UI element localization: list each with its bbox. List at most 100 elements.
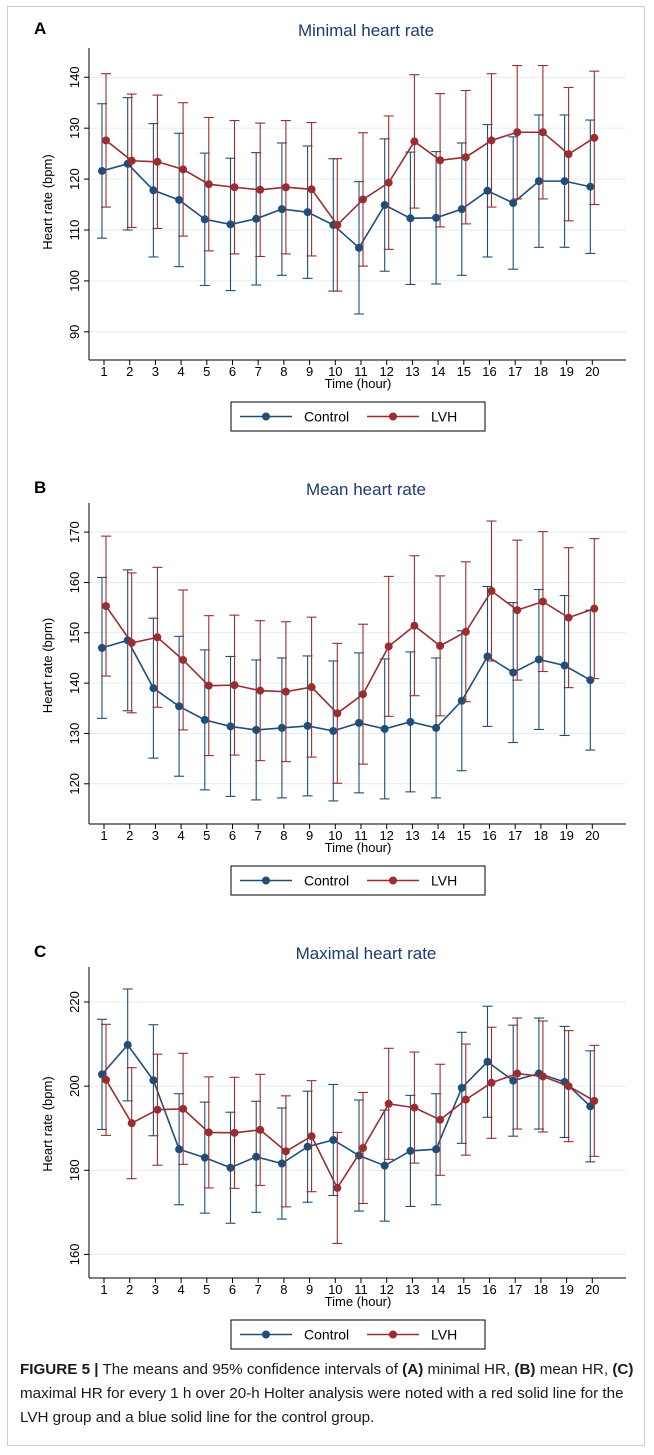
data-point [153, 157, 162, 166]
caption-text-1: The means and 95% confidence intervals o… [98, 1361, 403, 1378]
x-tick-label: 6 [229, 828, 236, 843]
data-point [329, 1135, 338, 1144]
data-point [538, 597, 547, 606]
data-point [175, 702, 184, 711]
data-point [432, 213, 441, 222]
data-point [384, 642, 393, 651]
x-tick-label: 15 [457, 1282, 471, 1297]
y-tick-label: 170 [67, 521, 82, 543]
legend-marker [389, 1330, 397, 1339]
x-tick-label: 10 [328, 828, 342, 843]
series-lvh [101, 520, 600, 784]
legend-marker [389, 876, 397, 885]
data-point [277, 1159, 286, 1168]
x-tick-label: 4 [177, 1282, 184, 1297]
data-point [359, 195, 367, 204]
data-point [256, 686, 265, 695]
figure-frame [7, 6, 645, 1446]
x-tick-label: 17 [508, 364, 522, 379]
data-point [230, 681, 239, 690]
data-point [410, 137, 419, 146]
caption-text-4: maximal HR for every 1 h over 20-h Holte… [20, 1385, 624, 1426]
data-point [538, 128, 547, 137]
data-point [333, 220, 342, 229]
data-point [307, 683, 316, 692]
x-tick-label: 19 [559, 828, 573, 843]
data-point [149, 186, 158, 195]
data-point [175, 1145, 184, 1154]
y-tick-label: 130 [67, 723, 82, 745]
x-tick-label: 17 [508, 1282, 522, 1297]
x-tick-label: 11 [354, 1282, 368, 1297]
data-point [102, 602, 110, 611]
x-tick-label: 7 [255, 1282, 262, 1297]
y-tick-label: 160 [67, 572, 82, 594]
x-tick-label: 20 [585, 1282, 599, 1297]
data-point [487, 136, 496, 145]
plot-area [89, 517, 626, 814]
data-point [461, 627, 470, 636]
data-point [590, 604, 599, 613]
data-point [226, 220, 235, 229]
x-tick-label: 4 [177, 364, 184, 379]
y-axis-label: Heart rate (bpm) [40, 618, 55, 713]
data-point [487, 1078, 496, 1087]
data-point [509, 668, 518, 677]
chart-title: Mean heart rate [306, 480, 426, 499]
caption-text-2: minimal HR, [423, 1361, 515, 1378]
panel-label: A [34, 19, 46, 38]
series-control [97, 988, 596, 1224]
y-tick-label: 120 [67, 168, 82, 190]
y-axis-label: Heart rate (bpm) [40, 1076, 55, 1171]
legend-marker [262, 412, 270, 421]
x-tick-label: 14 [431, 364, 445, 379]
data-point [436, 1115, 445, 1124]
legend-marker [262, 1330, 270, 1339]
y-tick-label: 90 [67, 325, 82, 339]
x-tick-label: 16 [482, 364, 496, 379]
y-tick-label: 110 [67, 220, 82, 241]
x-tick-label: 4 [177, 828, 184, 843]
x-tick-label: 6 [229, 364, 236, 379]
data-point [204, 681, 213, 690]
legend-label: Control [304, 873, 349, 889]
x-tick-label: 18 [534, 364, 548, 379]
data-point [355, 718, 363, 727]
data-point [586, 182, 595, 191]
data-point [513, 128, 522, 137]
x-tick-label: 6 [229, 1282, 236, 1297]
x-tick-label: 11 [354, 828, 368, 843]
caption-text-3: mean HR, [535, 1361, 613, 1378]
data-point [127, 1119, 136, 1128]
data-point [204, 1128, 213, 1137]
legend-marker [389, 412, 397, 421]
data-point [355, 243, 363, 252]
x-axis-label: Time (hour) [325, 840, 392, 855]
legend: Control LVH [230, 865, 486, 896]
x-tick-label: 3 [152, 828, 159, 843]
data-point [98, 643, 106, 652]
data-point [534, 655, 543, 664]
y-tick-label: 140 [67, 66, 82, 88]
series-control [97, 569, 596, 802]
plot-area [89, 62, 626, 342]
x-tick-label: 8 [280, 364, 287, 379]
data-point [153, 633, 162, 642]
data-point [281, 1147, 290, 1156]
data-point [333, 1183, 342, 1192]
x-tick-label: 1 [100, 1282, 107, 1297]
data-point [384, 178, 393, 187]
data-point [256, 1125, 265, 1134]
data-point [281, 687, 290, 696]
data-point [564, 613, 573, 622]
x-tick-label: 2 [126, 1282, 133, 1297]
data-point [564, 1082, 573, 1091]
caption-label: FIGURE 5 | [20, 1361, 99, 1378]
data-point [406, 214, 415, 223]
x-tick-label: 9 [306, 1282, 313, 1297]
data-point [98, 1070, 106, 1079]
data-point [590, 1096, 599, 1105]
data-point [560, 177, 569, 186]
